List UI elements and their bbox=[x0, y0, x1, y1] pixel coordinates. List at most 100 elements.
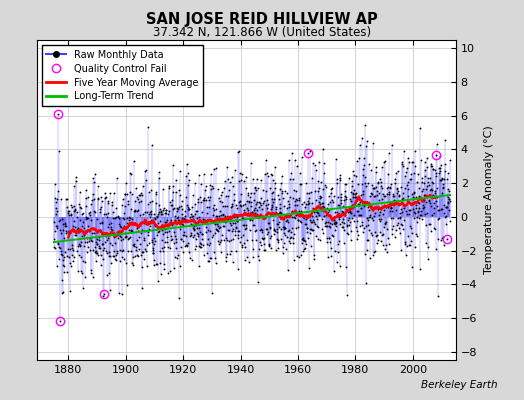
Point bbox=[205, 258, 213, 264]
Point bbox=[91, 244, 99, 250]
Point bbox=[167, 202, 176, 208]
Point bbox=[246, 203, 255, 210]
Point bbox=[178, 221, 187, 227]
Point bbox=[183, 161, 191, 168]
Point bbox=[394, 189, 402, 196]
Point bbox=[217, 192, 225, 198]
Point bbox=[315, 236, 324, 243]
Point bbox=[302, 216, 310, 222]
Point bbox=[383, 203, 391, 210]
Point bbox=[245, 216, 254, 222]
Point bbox=[355, 201, 364, 207]
Point bbox=[213, 227, 222, 233]
Point bbox=[216, 249, 225, 255]
Point bbox=[321, 184, 330, 190]
Point bbox=[398, 159, 407, 165]
Point bbox=[358, 181, 366, 187]
Point bbox=[82, 203, 90, 209]
Point bbox=[231, 220, 239, 226]
Point bbox=[206, 240, 215, 246]
Point bbox=[403, 233, 412, 239]
Point bbox=[278, 190, 286, 197]
Point bbox=[195, 263, 204, 270]
Point bbox=[187, 211, 195, 217]
Point bbox=[296, 181, 304, 188]
Point bbox=[71, 232, 79, 238]
Point bbox=[152, 200, 160, 207]
Point bbox=[287, 229, 295, 236]
Point bbox=[82, 195, 91, 201]
Point bbox=[162, 207, 170, 213]
Point bbox=[343, 206, 352, 213]
Point bbox=[110, 247, 118, 254]
Point bbox=[347, 237, 356, 243]
Point bbox=[143, 242, 151, 248]
Point bbox=[81, 186, 90, 193]
Point bbox=[101, 239, 109, 245]
Point bbox=[90, 208, 99, 214]
Point bbox=[160, 204, 168, 211]
Point bbox=[422, 240, 431, 247]
Point bbox=[357, 192, 365, 198]
Point bbox=[322, 239, 331, 245]
Point bbox=[356, 142, 364, 149]
Point bbox=[126, 170, 134, 177]
Point bbox=[201, 219, 210, 225]
Point bbox=[357, 218, 366, 225]
Point bbox=[93, 241, 101, 248]
Point bbox=[85, 228, 93, 234]
Point bbox=[60, 235, 68, 241]
Point bbox=[303, 224, 312, 231]
Point bbox=[407, 171, 416, 177]
Point bbox=[387, 205, 395, 211]
Point bbox=[304, 235, 312, 242]
Point bbox=[264, 201, 272, 207]
Point bbox=[289, 186, 298, 193]
Point bbox=[184, 205, 193, 212]
Point bbox=[328, 221, 336, 227]
Point bbox=[390, 234, 399, 241]
Point bbox=[407, 176, 416, 182]
Point bbox=[429, 166, 438, 173]
Point bbox=[78, 233, 86, 239]
Point bbox=[140, 256, 149, 262]
Point bbox=[250, 207, 258, 213]
Point bbox=[243, 237, 252, 243]
Point bbox=[348, 183, 356, 190]
Point bbox=[248, 222, 257, 228]
Point bbox=[407, 264, 416, 270]
Point bbox=[251, 185, 259, 192]
Point bbox=[63, 268, 71, 275]
Point bbox=[111, 240, 119, 246]
Point bbox=[387, 181, 395, 187]
Point bbox=[166, 199, 174, 205]
Point bbox=[194, 196, 202, 202]
Point bbox=[72, 178, 80, 184]
Point bbox=[332, 220, 340, 227]
Point bbox=[351, 194, 359, 200]
Point bbox=[293, 217, 302, 223]
Point bbox=[97, 262, 105, 268]
Point bbox=[443, 199, 452, 205]
Point bbox=[106, 240, 114, 247]
Point bbox=[157, 270, 166, 277]
Point bbox=[108, 253, 117, 259]
Point bbox=[294, 196, 303, 203]
Point bbox=[328, 197, 336, 203]
Point bbox=[264, 220, 272, 226]
Point bbox=[101, 190, 110, 196]
Point bbox=[250, 228, 259, 234]
Point bbox=[351, 190, 359, 197]
Point bbox=[64, 246, 72, 252]
Point bbox=[224, 176, 232, 182]
Point bbox=[80, 225, 88, 232]
Point bbox=[398, 196, 406, 202]
Point bbox=[173, 206, 182, 212]
Point bbox=[247, 190, 256, 196]
Point bbox=[231, 232, 239, 238]
Point bbox=[89, 274, 97, 280]
Point bbox=[399, 162, 407, 169]
Point bbox=[173, 205, 182, 211]
Point bbox=[153, 232, 161, 238]
Point bbox=[294, 217, 302, 223]
